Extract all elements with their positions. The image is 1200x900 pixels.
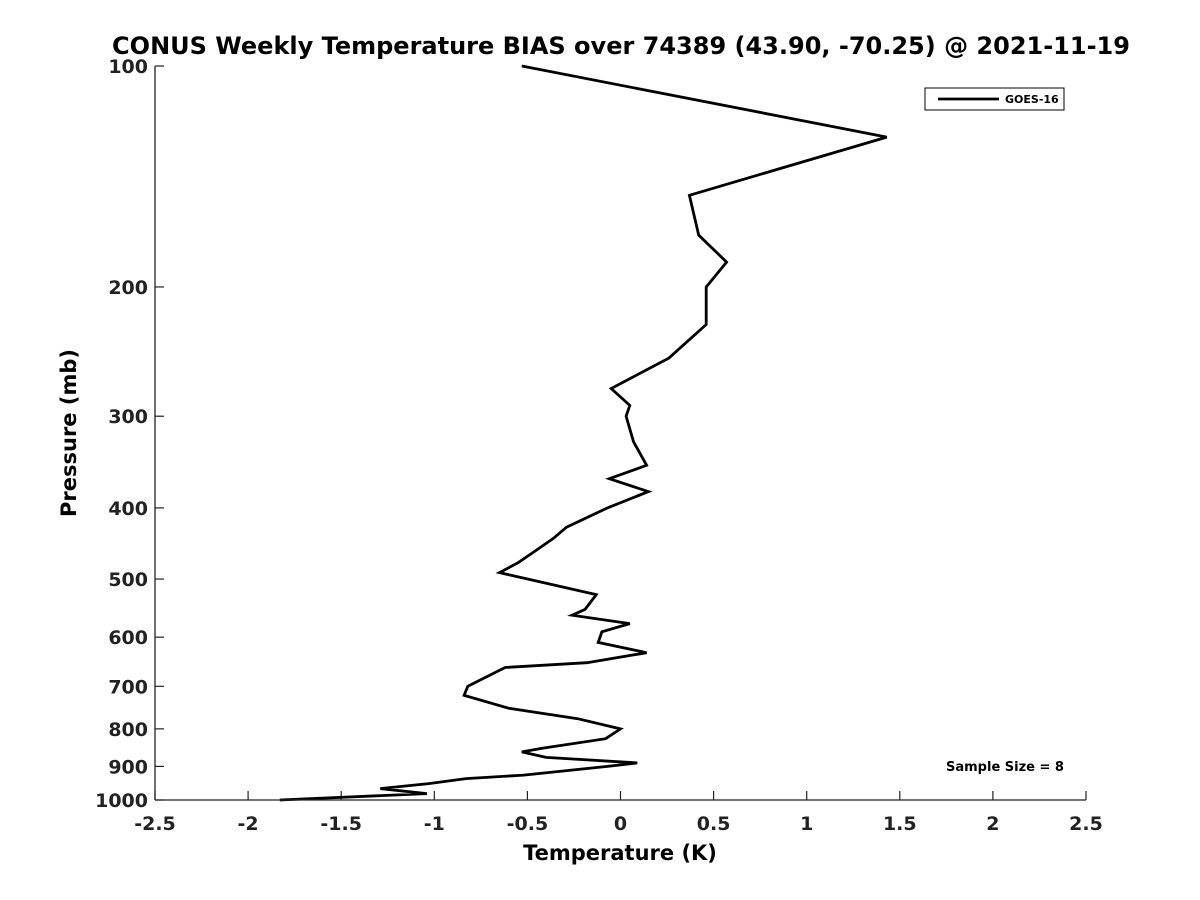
y-tick-label: 300 (108, 406, 148, 428)
x-axis-label: Temperature (K) (523, 841, 717, 865)
y-axis-ticks: 100 200 300 400 500 600 700 800 900 1000 (95, 56, 164, 812)
sample-size-annotation: Sample Size = 8 (946, 760, 1064, 775)
x-tick-label: -2 (238, 813, 259, 835)
x-tick-label: 2.5 (1069, 813, 1103, 835)
x-tick-label: 0.5 (697, 813, 731, 835)
legend-label: GOES-16 (1005, 93, 1059, 106)
series-lines (279, 64, 888, 802)
x-tick-label: 1 (800, 813, 813, 835)
x-tick-label: -0.5 (507, 813, 549, 835)
x-axis-ticks: -2.5 -2 -1.5 -1 -0.5 0 0.5 1 1.5 2 2.5 (134, 791, 1103, 835)
y-tick-label: 900 (108, 756, 148, 778)
x-tick-label: -1.5 (320, 813, 362, 835)
y-axis-label: Pressure (mb) (57, 349, 81, 517)
y-tick-label: 700 (108, 676, 148, 698)
x-tick-label: 2 (986, 813, 999, 835)
x-tick-label: -1 (424, 813, 445, 835)
y-tick-label: 600 (108, 627, 148, 649)
y-tick-label: 800 (108, 719, 148, 741)
series-line-goes16 (279, 64, 888, 802)
y-tick-label: 200 (108, 277, 148, 299)
y-tick-label: 1000 (95, 790, 148, 812)
y-tick-label: 100 (108, 56, 148, 78)
x-tick-label: 0 (614, 813, 627, 835)
y-tick-label: 500 (108, 569, 148, 591)
x-tick-label: 1.5 (883, 813, 917, 835)
chart-title: CONUS Weekly Temperature BIAS over 74389… (112, 32, 1130, 60)
legend: GOES-16 (924, 87, 1065, 111)
x-tick-label: -2.5 (134, 813, 176, 835)
y-tick-label: 400 (108, 498, 148, 520)
